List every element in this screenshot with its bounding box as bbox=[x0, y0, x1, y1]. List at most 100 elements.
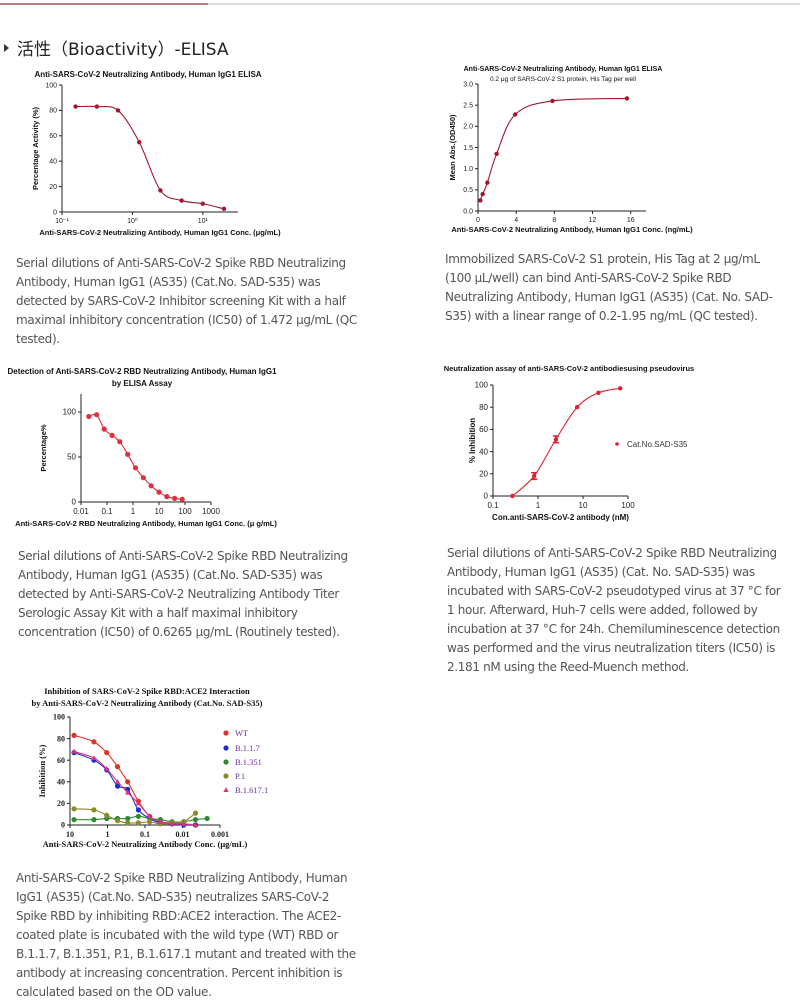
description-line: incubated with SARS-CoV-2 pseudotyped vi… bbox=[447, 584, 781, 598]
chart-rbd-detection: Detection of Anti-SARS-CoV-2 RBD Neutral… bbox=[7, 367, 277, 528]
x-axis-label: Con.anti-SARS-CoV-2 antibody (nM) bbox=[492, 513, 629, 522]
description-line: 1 hour. Afterward, Huh-7 cells were adde… bbox=[447, 603, 758, 617]
description-line: Serial dilutions of Anti-SARS-CoV-2 Spik… bbox=[18, 549, 348, 563]
data-point bbox=[91, 755, 97, 761]
data-point bbox=[192, 817, 199, 823]
x-tick-label: 1 bbox=[131, 507, 136, 516]
section-title: 活性（Bioactivity）-ELISA bbox=[17, 40, 229, 60]
y-tick-label: 20 bbox=[57, 799, 65, 808]
data-point bbox=[513, 112, 518, 117]
description-line: maximal inhibitory concentration (IC50) … bbox=[16, 313, 357, 327]
y-tick-label: 60 bbox=[57, 756, 65, 765]
x-tick-label: 0.1 bbox=[487, 501, 499, 510]
data-point bbox=[101, 426, 107, 432]
x-tick-label: 0.1 bbox=[140, 830, 150, 839]
data-point bbox=[596, 390, 601, 395]
data-point bbox=[91, 739, 97, 745]
x-axis-label: Anti-SARS-CoV-2 Neutralizing Antibody, H… bbox=[451, 225, 693, 234]
description-line: antibody at increasing concentration. Pe… bbox=[16, 966, 343, 980]
legend-marker bbox=[223, 745, 229, 751]
x-tick-label: 0.001 bbox=[211, 830, 229, 839]
data-point bbox=[494, 151, 499, 157]
description-ace2-inhibition: Anti-SARS-CoV-2 Spike RBD Neutralizing A… bbox=[16, 869, 356, 1002]
y-tick-label: 20 bbox=[479, 469, 488, 478]
y-tick-label: 100 bbox=[53, 713, 65, 722]
y-tick-label: 100 bbox=[63, 408, 77, 417]
chart-title: Detection of Anti-SARS-CoV-2 RBD Neutral… bbox=[7, 367, 277, 376]
x-tick-label: 10 bbox=[66, 830, 74, 839]
x-tick-label: 0 bbox=[476, 217, 480, 224]
description-line: Antibody, Human IgG1 (AS35) (Cat. No. SA… bbox=[447, 565, 755, 579]
chart-elisa-activity: Anti-SARS-CoV-2 Neutralizing Antibody, H… bbox=[31, 70, 281, 237]
description-line: 2.181 nM using the Reed-Muench method. bbox=[447, 660, 690, 674]
data-point bbox=[114, 779, 121, 784]
legend-label: B.1.617.1 bbox=[235, 785, 268, 795]
x-tick-label: 100 bbox=[621, 501, 635, 510]
legend-marker bbox=[615, 442, 619, 446]
data-point bbox=[135, 813, 141, 819]
data-point bbox=[480, 191, 485, 197]
data-point bbox=[531, 473, 537, 479]
chart-title: by ELISA Assay bbox=[112, 379, 173, 388]
y-tick-label: 0 bbox=[72, 498, 77, 507]
description-line: B.1.1.7, B.1.351, P.1, B.1.617.1 mutant … bbox=[16, 947, 356, 961]
data-point bbox=[135, 800, 141, 806]
data-point bbox=[135, 807, 141, 813]
y-axis-label: Inhibition (%) bbox=[37, 744, 47, 797]
data-point bbox=[478, 198, 483, 203]
y-axis-label: Percentage Activity (%) bbox=[31, 106, 40, 190]
data-point bbox=[71, 732, 77, 738]
x-tick-label: 100 bbox=[178, 507, 192, 516]
series-curve bbox=[512, 387, 621, 497]
y-tick-label: 0.5 bbox=[463, 187, 473, 194]
data-point bbox=[91, 817, 97, 823]
y-tick-label: 80 bbox=[57, 734, 65, 743]
data-point bbox=[157, 818, 163, 824]
x-tick-label: 10 bbox=[579, 501, 588, 510]
data-point bbox=[125, 779, 131, 785]
data-point bbox=[148, 483, 154, 489]
data-point bbox=[114, 818, 121, 824]
x-axis-label: Anti-SARS-CoV-2 Neutralizing Antibody, H… bbox=[39, 228, 281, 237]
description-line: concentration (IC50) of 0.6265 μg/mL (Ro… bbox=[18, 625, 340, 639]
description-line: detected by SARS-CoV-2 Inhibitor screeni… bbox=[16, 294, 346, 308]
description-line: detected by Anti-SARS-CoV-2 Neutralizing… bbox=[18, 587, 339, 601]
data-point bbox=[624, 96, 630, 101]
data-point bbox=[164, 494, 170, 500]
data-point bbox=[114, 783, 121, 789]
chart-ace2-inhibition: Inhibition of SARS-CoV-2 Spike RBD:ACE2 … bbox=[31, 686, 268, 849]
data-point bbox=[117, 439, 123, 445]
data-point bbox=[91, 807, 97, 813]
legend-label: B.1.1.7 bbox=[235, 743, 260, 753]
x-tick-label: 16 bbox=[627, 217, 635, 224]
data-point bbox=[71, 817, 77, 823]
data-point bbox=[104, 766, 110, 771]
x-tick-label: 1 bbox=[106, 830, 110, 839]
description-line: Antibody, Human IgG1 (AS35) (Cat.No. SAD… bbox=[16, 275, 321, 289]
y-tick-label: 60 bbox=[49, 133, 57, 140]
description-line: Immobilized SARS-CoV-2 S1 protein, His T… bbox=[445, 252, 760, 266]
x-tick-label: 10⁰ bbox=[127, 217, 138, 225]
y-tick-label: 1.0 bbox=[463, 166, 473, 173]
y-tick-label: 80 bbox=[479, 403, 488, 412]
y-tick-label: 0.0 bbox=[463, 208, 473, 215]
chart-title: Anti-SARS-CoV-2 Neutralizing Antibody, H… bbox=[34, 70, 261, 79]
data-point bbox=[147, 819, 153, 825]
data-point bbox=[550, 98, 555, 104]
data-point bbox=[135, 820, 141, 826]
y-axis-label: Percentage% bbox=[39, 424, 48, 471]
y-axis-label: Mean Abs.(OD450) bbox=[448, 114, 457, 180]
data-point bbox=[192, 810, 199, 816]
series-curve bbox=[88, 413, 183, 500]
chart-title: Anti-SARS-CoV-2 Neutralizing Antibody, H… bbox=[464, 66, 663, 73]
data-point bbox=[510, 493, 515, 499]
data-point bbox=[147, 813, 153, 819]
description-line: S35) with a linear range of 0.2-1.95 ng/… bbox=[445, 309, 758, 323]
data-point bbox=[179, 496, 185, 502]
series-curve bbox=[75, 105, 225, 210]
description-line: Serial dilutions of Anti-SARS-CoV-2 Spik… bbox=[447, 546, 777, 560]
x-axis-label: Anti-SARS-CoV-2 RBD Neutralizing Antibod… bbox=[15, 519, 277, 528]
data-point bbox=[137, 139, 142, 145]
section-heading: 活性（Bioactivity）-ELISA bbox=[4, 35, 229, 60]
data-point bbox=[125, 820, 131, 826]
